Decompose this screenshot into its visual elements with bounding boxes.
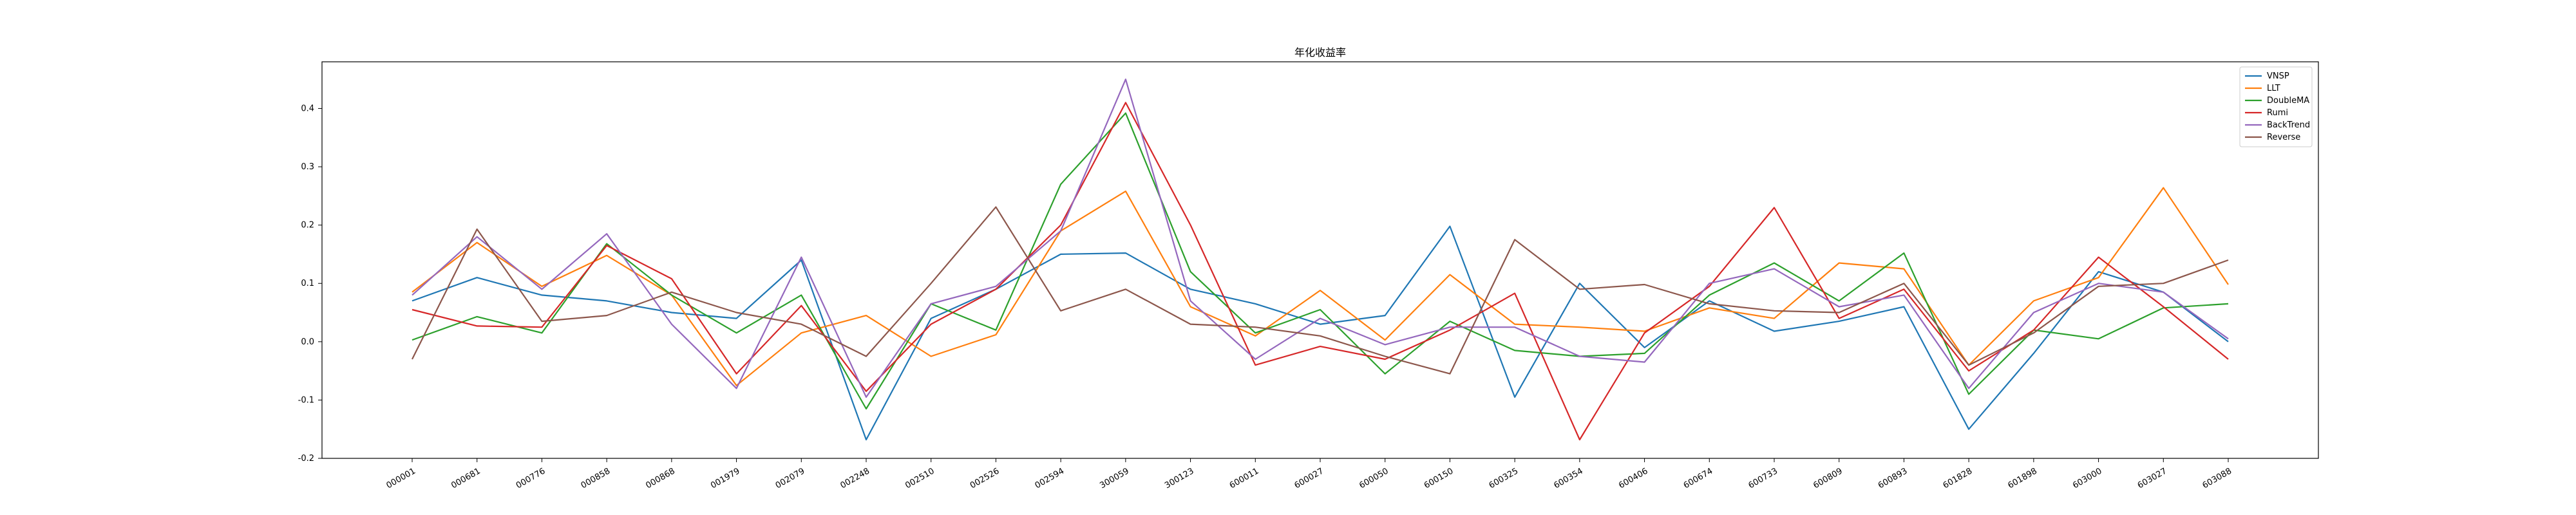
legend-box — [2239, 66, 2313, 147]
y-tick-label: 0.3 — [301, 162, 314, 172]
series-line-backtrend — [412, 79, 2229, 398]
y-tick-label: 0.2 — [301, 221, 314, 230]
legend-label: LLT — [2267, 84, 2280, 93]
series-line-doublema — [412, 112, 2229, 410]
legend-label: Rumi — [2267, 108, 2288, 118]
y-tick-label: -0.1 — [298, 395, 314, 405]
series-line-vnsp — [412, 225, 2229, 441]
series-line-rumi — [412, 102, 2229, 441]
plot-frame — [321, 61, 2319, 459]
legend-label: Reverse — [2267, 133, 2300, 142]
y-tick-label: -0.2 — [298, 454, 314, 464]
y-tick-label: 0.0 — [301, 337, 314, 347]
legend-label: DoubleMA — [2267, 96, 2309, 106]
legend-label: VNSP — [2267, 71, 2289, 81]
legend: VNSP LLT DoubleMA Rumi BackTrend Reverse — [2239, 66, 2313, 147]
chart-title: 年化收益率 — [1294, 46, 1346, 59]
series-line-reverse — [412, 206, 2229, 375]
legend-label: BackTrend — [2267, 120, 2310, 130]
y-tick-label: 0.4 — [301, 104, 314, 113]
y-tick-label: 0.1 — [301, 279, 314, 288]
